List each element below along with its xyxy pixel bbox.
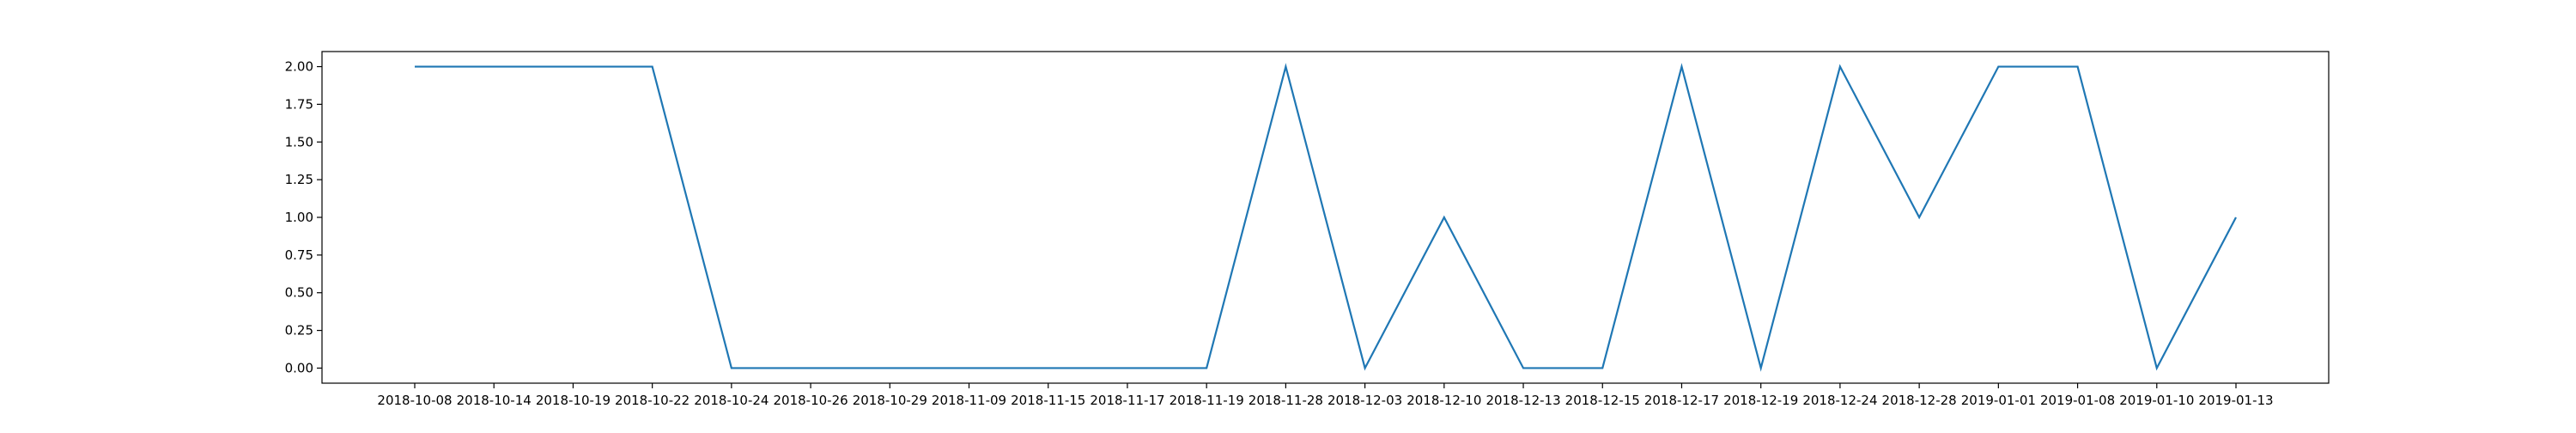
- x-tick-label: 2018-12-24: [1802, 393, 1877, 408]
- x-tick-label: 2018-10-19: [536, 393, 611, 408]
- x-axis: 2018-10-08 2018-10-14 2018-10-19 2018-10-22…: [377, 383, 2274, 408]
- y-tick-label: 2.00: [285, 59, 313, 75]
- x-tick-label: 2018-12-28: [1882, 393, 1957, 408]
- x-tick-label: 2019-01-01: [1961, 393, 2036, 408]
- y-tick-label: 1.00: [285, 210, 313, 225]
- x-tick-label: 2018-12-03: [1327, 393, 1402, 408]
- x-tick-label: 2018-10-24: [694, 393, 769, 408]
- y-tick-label: 0.00: [285, 360, 313, 375]
- x-tick-label: 2018-12-17: [1644, 393, 1719, 408]
- x-tick-label: 2018-12-10: [1406, 393, 1481, 408]
- x-tick-label: 2018-11-19: [1170, 393, 1244, 408]
- y-tick-label: 0.50: [285, 285, 313, 301]
- x-tick-label: 2018-11-09: [932, 393, 1006, 408]
- y-tick-label: 1.75: [285, 96, 313, 112]
- y-tick-label: 1.25: [285, 172, 313, 187]
- x-tick-label: 2018-10-29: [853, 393, 927, 408]
- x-tick-label: 2019-01-10: [2119, 393, 2194, 408]
- x-tick-label: 2018-12-19: [1723, 393, 1798, 408]
- x-tick-label: 2018-12-13: [1485, 393, 1560, 408]
- series-line-0: [415, 63, 2237, 372]
- x-tick-label: 2018-11-17: [1090, 393, 1164, 408]
- x-tick-label: 2018-11-28: [1249, 393, 1323, 408]
- x-tick-label: 2018-11-15: [1011, 393, 1085, 408]
- x-tick-label: 2018-10-22: [615, 393, 690, 408]
- y-tick-label: 0.75: [285, 247, 313, 263]
- x-tick-label: 2018-10-14: [457, 393, 532, 408]
- x-tick-label: 2019-01-08: [2040, 393, 2115, 408]
- y-axis: 0.00 0.25 0.50 0.75 1.00 1.25 1.50 1.75 2.00: [285, 59, 322, 375]
- x-tick-label: 2019-01-13: [2198, 393, 2273, 408]
- x-tick-label: 2018-10-26: [773, 393, 848, 408]
- y-tick-label: 1.50: [285, 134, 313, 149]
- x-tick-label: 2018-10-08: [377, 393, 452, 408]
- x-tick-label: 2018-12-15: [1565, 393, 1640, 408]
- series-layer: [415, 63, 2237, 372]
- y-tick-label: 0.25: [285, 323, 313, 338]
